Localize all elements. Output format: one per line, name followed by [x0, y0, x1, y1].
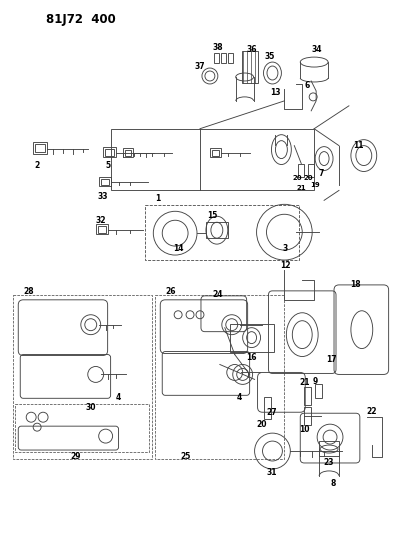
Text: 21: 21: [299, 378, 309, 387]
Bar: [221, 53, 226, 63]
Text: 8: 8: [331, 479, 336, 488]
Bar: [99, 177, 110, 187]
Text: 1: 1: [156, 194, 161, 203]
Bar: [228, 53, 233, 63]
Text: 7: 7: [318, 169, 324, 178]
Text: 5: 5: [105, 161, 110, 170]
Bar: [125, 150, 132, 156]
Text: 38: 38: [213, 43, 223, 52]
Bar: [101, 180, 108, 185]
Text: 28: 28: [23, 287, 34, 296]
Bar: [35, 144, 45, 151]
Text: 32: 32: [95, 216, 106, 225]
Text: 14: 14: [173, 244, 184, 253]
Bar: [210, 148, 221, 157]
Bar: [206, 222, 228, 238]
Bar: [214, 53, 219, 63]
Text: 6: 6: [305, 82, 310, 91]
Text: 4: 4: [237, 393, 242, 402]
Text: 2: 2: [35, 161, 40, 170]
Text: 34: 34: [312, 45, 322, 54]
Bar: [110, 129, 314, 190]
Text: 33: 33: [97, 192, 108, 201]
Bar: [242, 51, 257, 83]
Text: 31: 31: [266, 469, 277, 478]
Bar: [230, 324, 274, 352]
Text: 25: 25: [180, 451, 190, 461]
Bar: [304, 407, 311, 425]
Bar: [123, 148, 134, 157]
Text: 22: 22: [367, 407, 377, 416]
Text: 29: 29: [71, 451, 81, 461]
Text: 20: 20: [256, 419, 267, 429]
Text: 23: 23: [324, 458, 334, 467]
Bar: [96, 224, 108, 234]
Text: 18: 18: [351, 280, 361, 289]
Text: 30: 30: [86, 403, 96, 412]
Bar: [145, 205, 299, 260]
Text: 37: 37: [195, 61, 205, 70]
Text: 3: 3: [283, 244, 288, 253]
Text: 21: 21: [296, 185, 306, 191]
Bar: [33, 142, 47, 154]
Bar: [315, 384, 322, 398]
Text: 81J72  400: 81J72 400: [46, 13, 116, 26]
Text: 16: 16: [246, 353, 257, 362]
Bar: [298, 164, 304, 177]
Bar: [304, 387, 311, 405]
Text: 36: 36: [246, 45, 257, 54]
Text: 24: 24: [213, 290, 223, 300]
Text: 9: 9: [312, 377, 318, 386]
Bar: [98, 226, 106, 233]
Bar: [155, 295, 285, 459]
Text: 11: 11: [354, 141, 364, 150]
Text: 20: 20: [303, 175, 313, 181]
Text: 19: 19: [310, 182, 320, 189]
Text: 13: 13: [270, 88, 281, 98]
Text: 20: 20: [292, 175, 302, 181]
Text: 17: 17: [326, 355, 336, 364]
Text: 12: 12: [280, 261, 290, 270]
Bar: [212, 150, 219, 156]
Bar: [264, 397, 272, 419]
Bar: [13, 295, 152, 459]
Bar: [105, 149, 114, 156]
Text: 26: 26: [165, 287, 176, 296]
Bar: [103, 147, 116, 157]
Bar: [15, 404, 149, 452]
Text: 4: 4: [116, 393, 121, 402]
Text: 15: 15: [207, 211, 217, 220]
Text: 35: 35: [264, 52, 275, 61]
Text: 10: 10: [299, 425, 309, 434]
Text: 27: 27: [266, 408, 277, 417]
Bar: [308, 164, 314, 177]
Bar: [319, 441, 339, 456]
